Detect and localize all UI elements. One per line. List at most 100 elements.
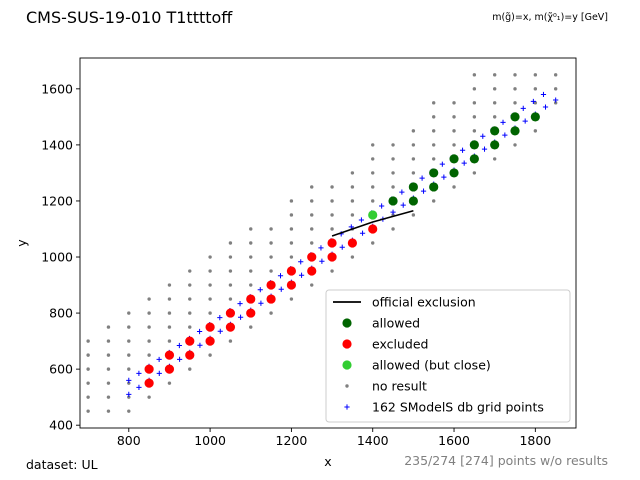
no-result-point: [371, 199, 375, 203]
x-tick-label: 1200: [276, 433, 308, 448]
no-result-point: [86, 339, 90, 343]
no-result-point: [452, 143, 456, 147]
grid-point: [217, 314, 223, 321]
no-result-point: [249, 283, 253, 287]
no-result-point: [249, 325, 253, 329]
no-result-point: [533, 73, 538, 77]
no-result-point: [310, 283, 314, 287]
no-result-point: [452, 115, 456, 119]
excluded-point: [144, 378, 154, 388]
excluded-point: [185, 336, 195, 346]
no-result-point: [310, 213, 314, 217]
grid-point: [419, 175, 425, 181]
no-result-point: [310, 241, 314, 245]
no-result-point: [330, 199, 334, 203]
grid-point: [480, 133, 486, 139]
no-result-point: [350, 171, 355, 175]
dataset-label: dataset: UL: [26, 457, 98, 472]
no-result-point: [147, 297, 151, 301]
grid-point: [542, 104, 549, 110]
no-result-point: [228, 283, 233, 287]
grid-point: [237, 301, 243, 307]
excluded-point: [347, 238, 357, 248]
allowed-point: [510, 112, 520, 122]
no-result-point: [513, 101, 517, 105]
excluded-point: [286, 280, 297, 290]
x-axis-ticks: 800 1000 1200 1400 1600 1800: [117, 428, 551, 448]
excluded-point: [205, 322, 215, 332]
no-result-point: [127, 367, 131, 371]
grid-point: [439, 161, 445, 167]
legend-label: allowed: [372, 316, 420, 331]
grid-point: [277, 273, 284, 279]
excluded-point: [225, 308, 236, 318]
grid-point: [126, 377, 132, 383]
no-result-point: [127, 311, 131, 315]
x-tick-label: 1400: [357, 433, 389, 448]
no-result-point: [106, 409, 111, 413]
no-result-point: [289, 199, 294, 203]
grid-point: [136, 370, 142, 376]
no-result-point: [147, 339, 151, 343]
no-result-point: [371, 143, 375, 147]
x-tick-label: 1800: [519, 433, 551, 448]
grid-point: [441, 174, 447, 180]
no-result-point: [167, 381, 172, 385]
no-result-point: [106, 367, 111, 371]
no-result-point: [208, 283, 212, 287]
no-result-point: [391, 143, 395, 147]
grid-point: [319, 258, 325, 264]
grid-point: [459, 147, 466, 153]
no-result-point: [249, 255, 253, 259]
grid-point: [176, 342, 182, 349]
no-result-point: [127, 339, 131, 343]
legend: official exclusion allowed excluded allowed…: [325, 289, 571, 423]
no-result-point: [391, 185, 395, 189]
grid-point: [136, 384, 142, 390]
grid-point: [339, 244, 345, 250]
no-result-point: [167, 283, 172, 287]
no-result-point: [269, 227, 273, 231]
excluded-point: [327, 238, 337, 248]
no-result-point: [289, 297, 294, 301]
excluded-point: [246, 294, 256, 304]
grid-point: [156, 356, 162, 363]
excluded-point: [144, 364, 154, 374]
allowed-point: [490, 140, 500, 150]
no-result-point: [492, 73, 497, 77]
no-result-point: [147, 353, 151, 357]
no-result-point: [269, 311, 273, 315]
no-result-point: [533, 101, 538, 105]
no-result-point: [167, 311, 172, 315]
excluded-point: [307, 266, 317, 276]
grid-point: [530, 98, 536, 105]
no-result-point: [492, 115, 497, 119]
grid-point: [461, 160, 467, 166]
legend-marker-dot: [342, 339, 352, 349]
excluded-point: [266, 294, 276, 304]
legend-box: [325, 289, 571, 423]
no-result-point: [289, 213, 294, 217]
no-result-point: [411, 157, 416, 161]
grid-point: [379, 203, 385, 209]
no-result-point: [432, 157, 436, 161]
y-tick-label: 1400: [41, 137, 73, 152]
no-result-point: [188, 367, 192, 371]
no-result-point: [371, 157, 375, 161]
grid-point: [298, 272, 305, 278]
excluded-point: [307, 252, 317, 262]
no-result-point: [350, 199, 355, 203]
no-result-point: [452, 101, 456, 105]
no-result-point: [411, 171, 416, 175]
no-result-point: [432, 129, 436, 133]
no-result-point: [492, 87, 497, 91]
no-result-point: [147, 325, 151, 329]
no-result-point: [330, 213, 334, 217]
grid-point: [481, 146, 488, 152]
no-result-point: [106, 339, 111, 343]
no-result-point: [106, 353, 111, 357]
no-result-point: [86, 395, 90, 399]
no-result-point: [432, 199, 436, 203]
excluded-point: [185, 350, 195, 360]
no-result-point: [472, 101, 477, 105]
